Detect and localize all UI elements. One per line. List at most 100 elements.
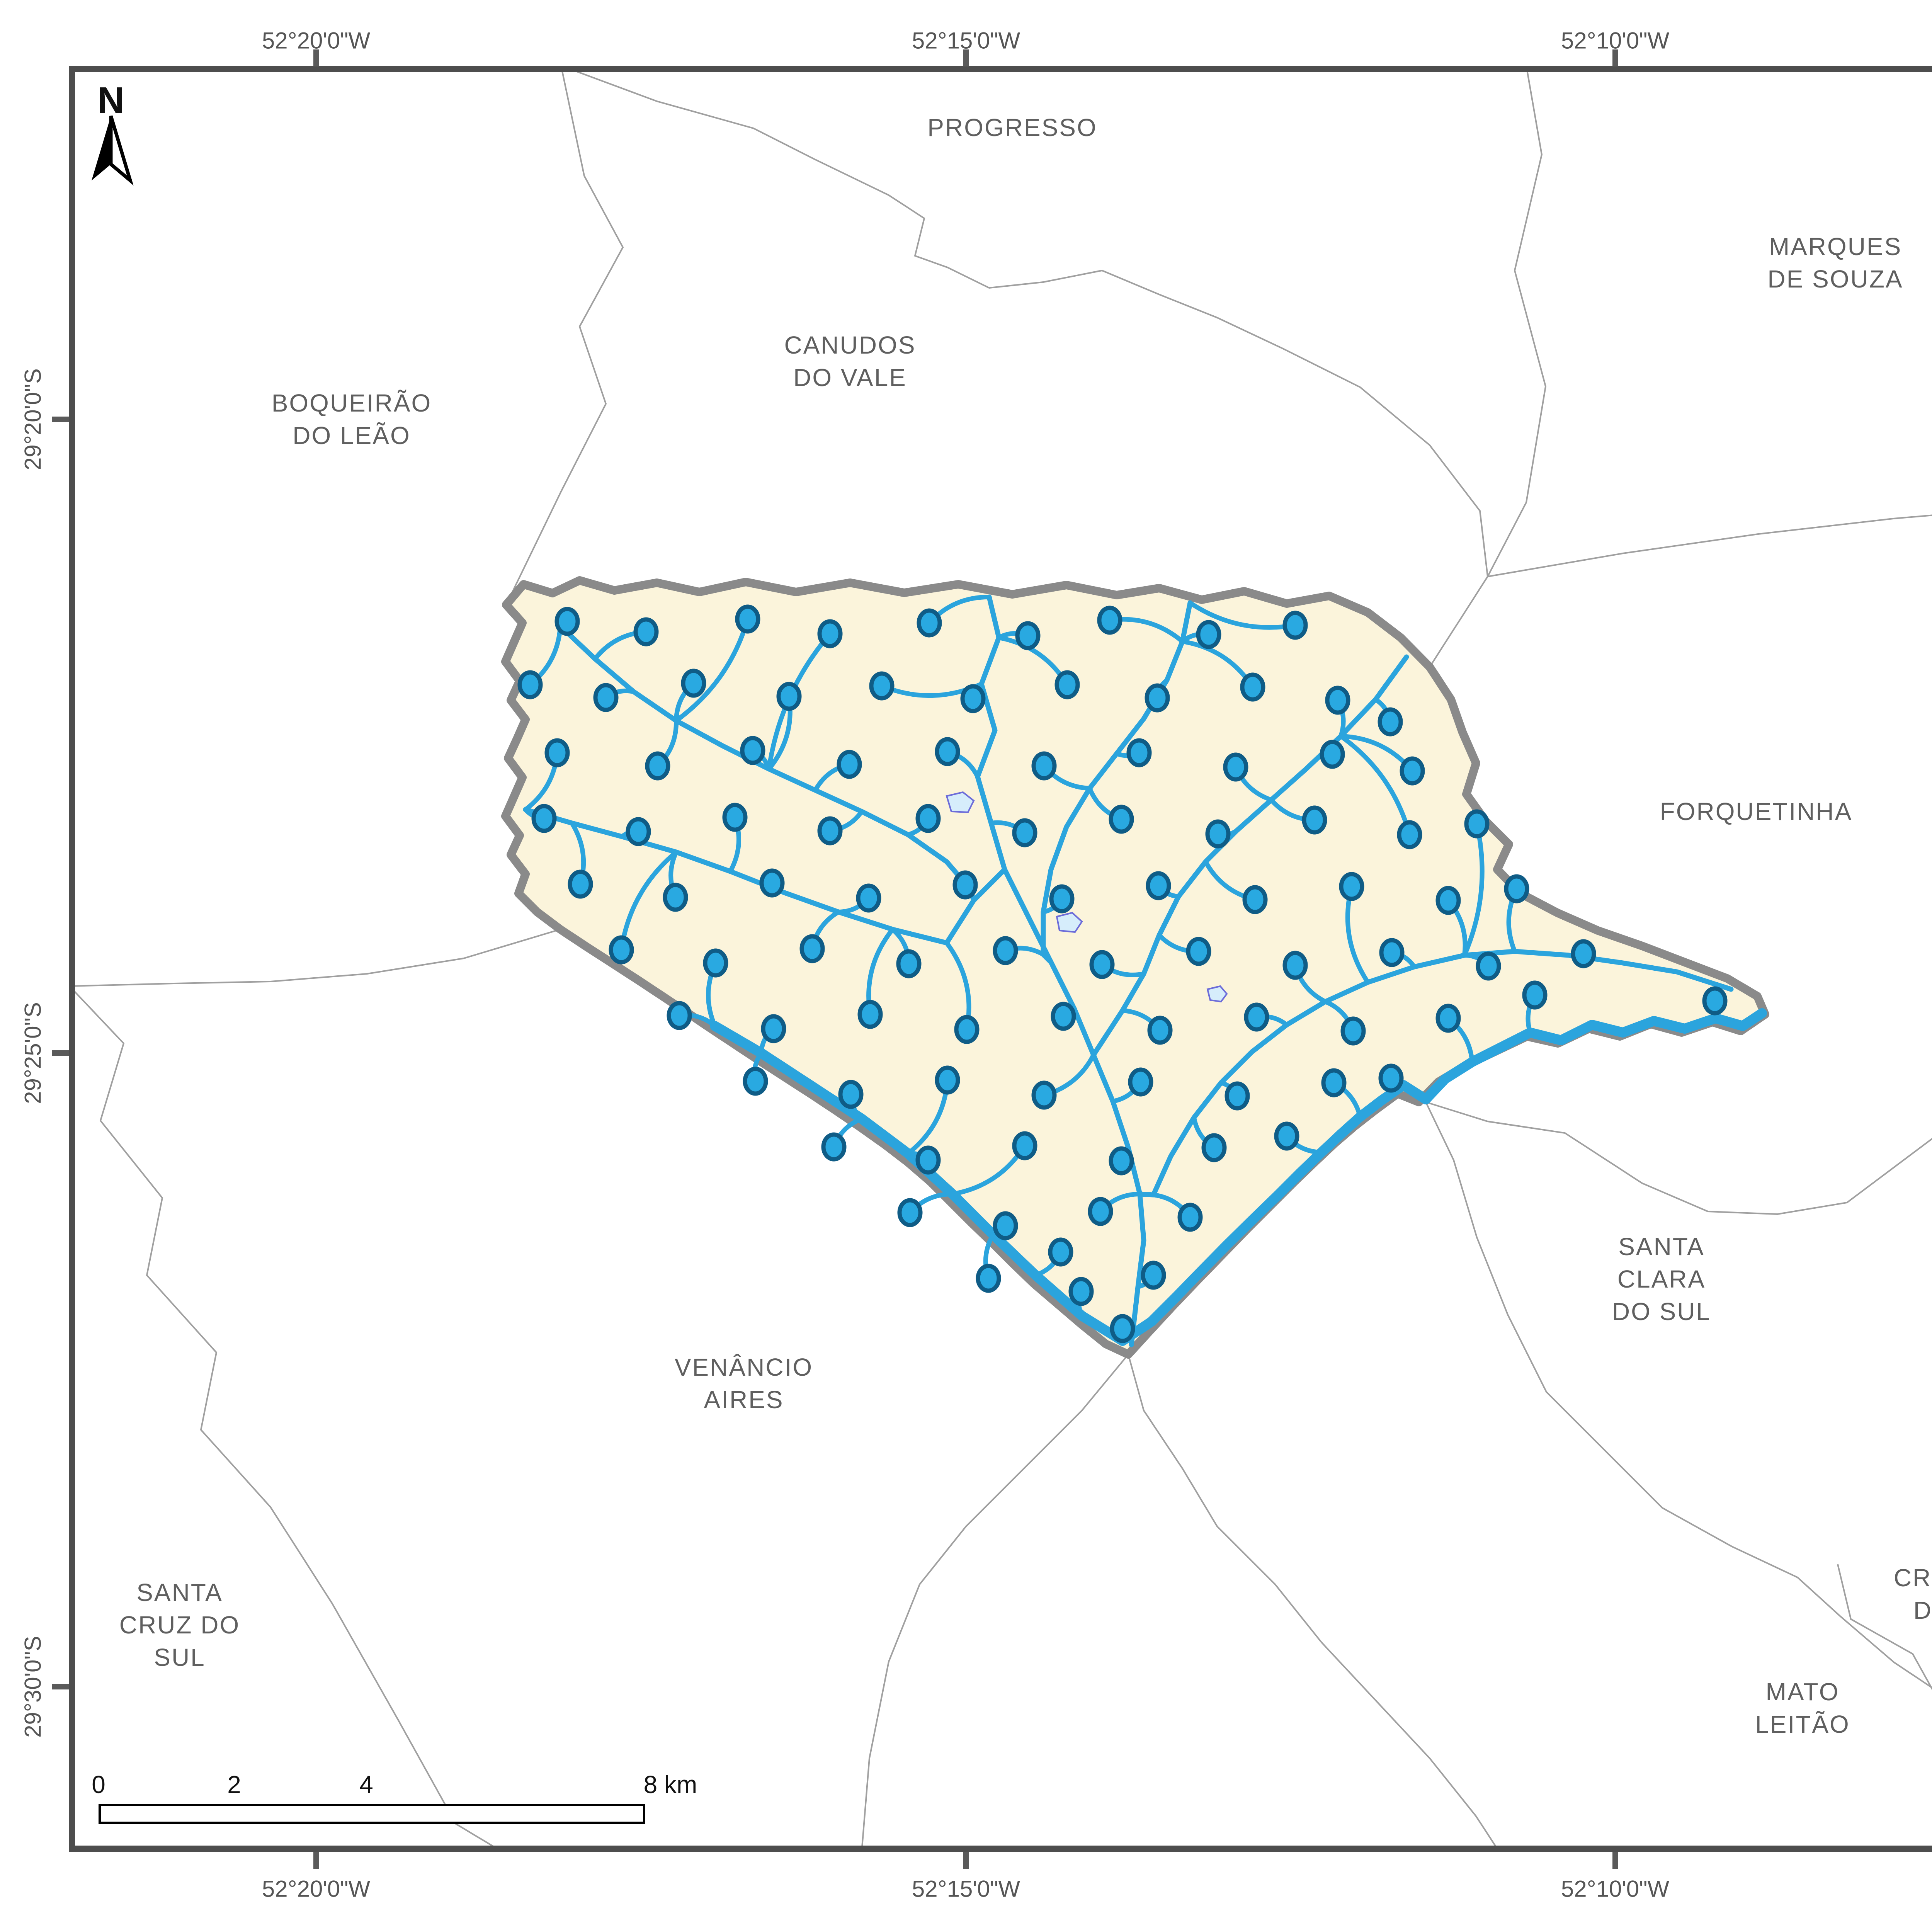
spring-dot xyxy=(1088,1197,1113,1226)
spring-dot xyxy=(838,1080,864,1109)
spring-dot xyxy=(896,949,922,978)
river-tributary xyxy=(619,850,679,952)
longitude-tick-bottom xyxy=(1612,1852,1618,1869)
municipal-boundary-line xyxy=(1837,1564,1932,1691)
spring-dot xyxy=(993,1211,1018,1240)
water-body xyxy=(946,791,975,813)
longitude-tick-bottom xyxy=(313,1852,319,1869)
spring-dot xyxy=(917,608,942,638)
spring-dot xyxy=(799,934,825,963)
map-label-progresso: PROGRESSO xyxy=(927,114,1097,141)
spring-dot xyxy=(1571,939,1596,968)
spring-dot xyxy=(645,751,670,781)
latitude-tick-left xyxy=(52,1684,69,1689)
longitude-label-top: 52°15'0"W xyxy=(912,27,1020,54)
spring-dot xyxy=(915,804,941,833)
spring-dot xyxy=(1110,1314,1135,1343)
spring-dot xyxy=(609,935,634,965)
municipal-boundary-line xyxy=(75,929,561,987)
latitude-label-left: 29°20'0"S xyxy=(20,368,46,470)
river-tributary xyxy=(674,617,750,723)
longitude-label-bottom: 52°20'0"W xyxy=(262,1876,371,1902)
spring-dot xyxy=(1048,1237,1073,1267)
spring-dot xyxy=(897,1198,923,1227)
spring-dot xyxy=(1320,740,1345,769)
spring-dot xyxy=(593,683,619,712)
latitude-tick-left xyxy=(52,417,69,422)
spring-dot xyxy=(1186,937,1211,966)
river-line xyxy=(558,623,976,903)
spring-dot xyxy=(1379,938,1405,967)
spring-dot xyxy=(776,682,802,711)
spring-dot xyxy=(1397,820,1422,849)
spring-dot xyxy=(761,1014,786,1043)
map-label-boqueirao-do-leao: BOQUEIRÃO DO LEÃO xyxy=(271,389,432,449)
municipal-boundary-line xyxy=(861,1354,1129,1846)
spring-dot xyxy=(703,948,728,978)
municipal-boundary-line xyxy=(75,990,494,1846)
spring-dot xyxy=(976,1264,1001,1293)
scale-bar-number: 4 xyxy=(359,1771,373,1798)
spring-dot xyxy=(1244,1002,1269,1032)
map-label-santa-clara-do-sul: SANTA CLARA DO SUL xyxy=(1612,1233,1711,1325)
latitude-tick-left xyxy=(52,1050,69,1056)
municipal-boundary-line xyxy=(1487,72,1547,577)
spring-dot xyxy=(1109,1146,1134,1176)
spring-dot xyxy=(1435,1004,1461,1033)
spring-dot xyxy=(663,883,688,912)
spring-dot xyxy=(633,617,659,646)
spring-dot xyxy=(1340,1016,1366,1046)
spring-dot xyxy=(954,1015,980,1044)
spring-dot xyxy=(1205,819,1231,849)
municipal-boundary-line xyxy=(505,72,624,605)
scale-bar-track xyxy=(99,1804,645,1824)
spring-dot xyxy=(960,684,986,713)
spring-dot xyxy=(1146,871,1171,900)
spring-dot xyxy=(1089,950,1115,979)
spring-dot xyxy=(554,607,580,636)
spring-dot xyxy=(1274,1121,1299,1151)
map-label-forquetinha: FORQUETINHA xyxy=(1660,798,1853,825)
spring-dot xyxy=(544,738,570,767)
spring-dot xyxy=(759,868,785,898)
spring-dot xyxy=(1109,805,1134,834)
municipal-boundary-line xyxy=(1128,1354,1496,1846)
spring-dot xyxy=(1464,809,1490,839)
spring-dot xyxy=(1012,1131,1037,1160)
river-tributary xyxy=(1462,822,1485,958)
water-body xyxy=(1056,912,1083,933)
spring-dot xyxy=(722,803,748,832)
spring-dot xyxy=(1522,980,1548,1010)
spring-dot xyxy=(667,1001,692,1030)
spring-dot xyxy=(817,816,843,846)
spring-dot xyxy=(935,1065,960,1095)
spring-dot xyxy=(817,619,843,648)
spring-dot xyxy=(743,1067,768,1096)
spring-dot xyxy=(1242,885,1268,914)
spring-dot xyxy=(1097,606,1122,635)
municipal-boundary-line xyxy=(1425,1102,1932,1689)
municipal-boundary-line xyxy=(1425,1101,1932,1215)
north-arrow-left-half xyxy=(92,116,111,180)
spring-dot xyxy=(1378,707,1403,737)
scale-bar-number: 2 xyxy=(227,1771,241,1798)
spring-dot xyxy=(915,1145,941,1175)
spring-dot xyxy=(1012,818,1037,847)
spring-dot xyxy=(1051,1002,1076,1031)
north-arrow-n-label: N xyxy=(97,80,124,121)
scale-bar-number: 0 xyxy=(92,1771,105,1798)
spring-dot xyxy=(1325,686,1350,715)
map-canvas xyxy=(75,72,1932,1846)
spring-dot xyxy=(1054,670,1080,699)
municipal-boundary-line xyxy=(1487,514,1932,577)
spring-dot xyxy=(1339,872,1364,901)
spring-dot xyxy=(935,737,960,766)
spring-dot xyxy=(821,1132,847,1162)
spring-dot xyxy=(740,736,765,765)
spring-dot xyxy=(837,750,862,779)
spring-dot xyxy=(952,870,978,900)
spring-dot xyxy=(681,669,706,698)
scale-bar-number: 8 km xyxy=(643,1771,697,1798)
map-label-mato-leitao: MATO LEITÃO xyxy=(1755,1678,1850,1738)
